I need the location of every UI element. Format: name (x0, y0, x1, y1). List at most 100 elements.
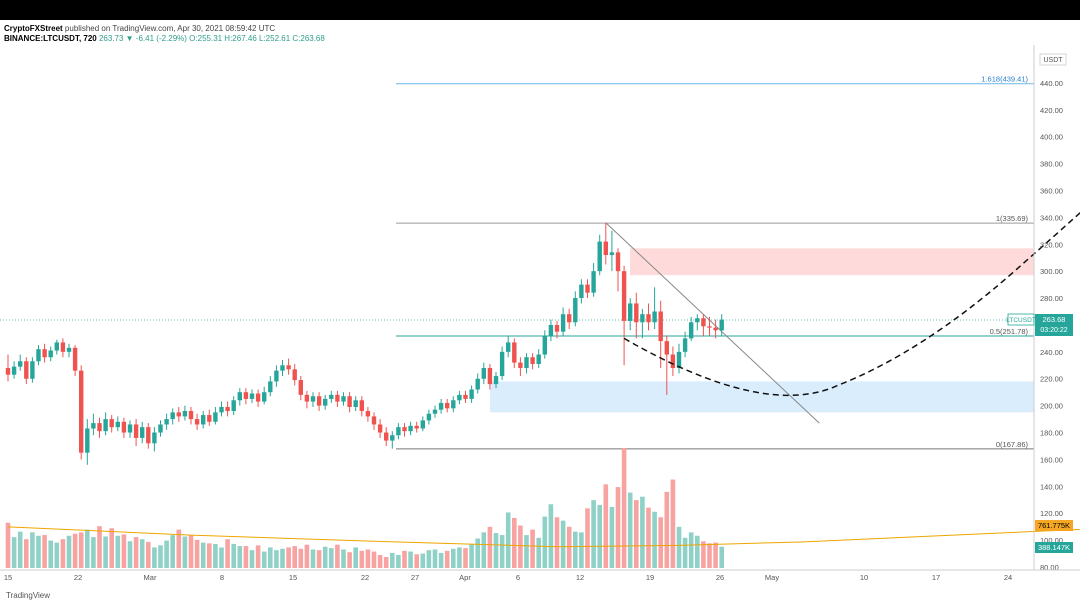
volume-bar (60, 539, 66, 568)
volume-bar (597, 504, 602, 568)
candle-body (536, 354, 541, 364)
candle-body (384, 432, 389, 441)
time-tick-label: 15 (4, 573, 12, 582)
publisher-name[interactable]: CryptoFXStreet (4, 24, 63, 33)
price-tick-label: 420.00 (1040, 106, 1063, 115)
candle-body (225, 406, 230, 412)
volume-bar (152, 547, 157, 568)
volume-bar (524, 535, 529, 568)
volume-bar (713, 542, 718, 568)
candle-body (176, 412, 181, 417)
volume-bar (670, 479, 676, 568)
candle-body (560, 314, 566, 332)
time-tick-label: 10 (860, 573, 868, 582)
candle-body (664, 341, 669, 355)
volume-bar (292, 546, 297, 568)
volume-bar (585, 508, 590, 568)
volume-bar (542, 516, 548, 568)
volume-bar (579, 532, 584, 568)
symbol-name[interactable]: BINANCE:LTCUSDT, 720 (4, 34, 97, 43)
volume-bar (371, 551, 377, 568)
candle-body (91, 423, 96, 429)
volume-bar (414, 554, 419, 568)
volume-bar (377, 554, 383, 568)
tradingview-logo[interactable]: TradingView (6, 591, 50, 600)
volume-bar (359, 550, 365, 568)
price-axis: 80.00 100.00 120.00 140.00 160.00 180.00 200.0… (1033, 45, 1067, 572)
volume-bar (353, 547, 358, 568)
volume-bar (121, 534, 127, 568)
volume-bar (286, 547, 291, 568)
volume-bar (298, 548, 304, 568)
volume-bar (66, 535, 72, 568)
volume-bar (463, 548, 468, 568)
price-tick-label: 200.00 (1040, 402, 1063, 411)
volume-bar (11, 537, 17, 568)
candle-body (286, 365, 291, 370)
candle-body (676, 351, 682, 368)
volume-bar (194, 539, 200, 568)
volume-bar (554, 517, 560, 568)
time-tick-label: 22 (74, 573, 82, 582)
candle-body (292, 369, 297, 381)
candle-body (121, 421, 127, 433)
candle-body (97, 423, 102, 432)
candle-body (597, 241, 602, 272)
candle-body (652, 311, 657, 323)
volume-bar (432, 549, 438, 568)
candle-body (11, 366, 17, 375)
currency-box (1039, 53, 1067, 66)
candle-body (66, 347, 72, 352)
price-tick-label: 360.00 (1040, 186, 1063, 195)
candle-body (701, 318, 706, 327)
volume-bar (48, 540, 53, 568)
volume-bar (591, 500, 596, 568)
candle-body (249, 393, 255, 399)
volume-bar (139, 539, 145, 568)
volume-tag-box (1035, 542, 1073, 553)
volume-bar (219, 547, 224, 568)
candle-body (634, 303, 639, 323)
candle-body (359, 400, 364, 412)
time-tick-label: 15 (289, 573, 297, 582)
candle-body (487, 367, 493, 385)
candle-body (548, 324, 554, 336)
candle-body (42, 349, 47, 358)
candle-body (457, 394, 462, 401)
volume-bar (85, 529, 90, 568)
quote-values: 263.73 ▼ -6.41 (-2.29%) O:255.31 H:267.4… (98, 34, 325, 43)
candle-body (371, 416, 377, 425)
published-text: published on TradingView.com, Apr 30, 20… (64, 24, 276, 33)
candle-body (463, 394, 468, 399)
candle-body (347, 396, 352, 407)
candle-body (432, 409, 438, 414)
candle-body (621, 271, 627, 321)
fib-level-label: 0.5(251.78) (990, 327, 1029, 336)
volume-bar (664, 491, 670, 568)
volume-bar (634, 500, 639, 568)
candle-body (335, 394, 340, 402)
candle-body (219, 406, 224, 413)
candle-body (310, 396, 316, 402)
volume-bar (457, 547, 462, 568)
candle-body (695, 318, 700, 323)
volume-bar (127, 541, 133, 568)
candle-body (231, 400, 236, 412)
candles-layer (5, 222, 724, 465)
volume-bar (133, 537, 139, 568)
volume-bar (426, 550, 432, 568)
candle-body (658, 311, 663, 342)
volume-bar (365, 549, 371, 568)
volume-bar (280, 548, 285, 568)
volume-bar (609, 506, 615, 568)
volume-bar (115, 535, 121, 568)
candle-body (640, 314, 645, 323)
volume-bar (322, 546, 328, 568)
candle-body (603, 241, 608, 256)
candle-body (268, 381, 273, 393)
volume-bar (402, 550, 407, 568)
currency-label: USDT (1043, 57, 1063, 64)
candle-body (207, 415, 212, 422)
volume-bar (573, 531, 578, 568)
